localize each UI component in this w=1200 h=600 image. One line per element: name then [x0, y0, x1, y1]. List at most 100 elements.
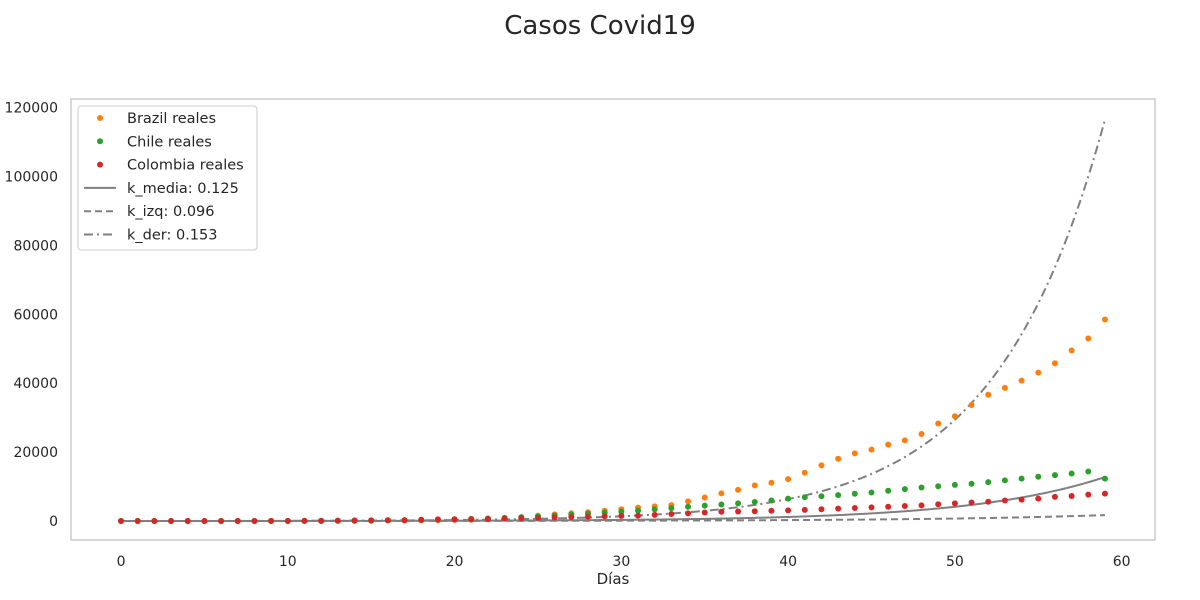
- data-point-2-5: [201, 518, 208, 525]
- data-point-2-1: [134, 518, 141, 525]
- data-point-2-4: [184, 518, 191, 525]
- data-point-0-52: [985, 391, 992, 398]
- data-point-1-46: [885, 487, 892, 494]
- data-point-1-30: [618, 508, 625, 515]
- legend-label-2: Colombia reales: [127, 158, 244, 174]
- data-point-2-29: [601, 513, 608, 520]
- x-tick-label: 10: [279, 554, 297, 570]
- data-point-2-13: [334, 517, 341, 524]
- data-point-0-39: [768, 479, 775, 486]
- data-point-2-56: [1051, 493, 1058, 500]
- data-point-1-33: [668, 505, 675, 512]
- data-point-2-28: [584, 513, 591, 520]
- data-point-2-11: [301, 517, 308, 524]
- data-point-1-39: [768, 497, 775, 504]
- data-point-0-50: [951, 413, 958, 420]
- data-point-2-19: [434, 516, 441, 523]
- data-point-1-55: [1035, 473, 1042, 480]
- data-point-0-49: [935, 420, 942, 427]
- data-point-0-43: [835, 455, 842, 462]
- data-point-0-51: [968, 402, 975, 409]
- data-point-2-24: [518, 515, 525, 522]
- data-point-2-26: [551, 514, 558, 521]
- series-line-4: [121, 514, 1106, 523]
- data-point-2-32: [651, 511, 658, 518]
- x-tick-label: 50: [946, 554, 964, 570]
- data-point-2-7: [234, 518, 241, 524]
- data-point-2-9: [268, 517, 275, 524]
- data-point-2-55: [1035, 495, 1042, 502]
- data-point-0-40: [785, 476, 792, 483]
- data-point-0-57: [1068, 347, 1075, 354]
- data-point-1-50: [951, 481, 958, 488]
- data-point-0-54: [1018, 377, 1025, 384]
- data-point-2-38: [751, 508, 758, 515]
- data-point-2-15: [368, 517, 375, 524]
- legend-label-3: k_media: 0.125: [127, 181, 239, 197]
- data-point-0-58: [1085, 335, 1092, 342]
- data-point-2-16: [384, 517, 391, 524]
- y-tick-label: 40000: [13, 376, 58, 392]
- x-tick-label: 40: [779, 554, 797, 570]
- data-point-1-32: [651, 506, 658, 513]
- data-point-1-52: [985, 479, 992, 486]
- data-point-2-50: [951, 500, 958, 507]
- data-point-2-42: [818, 506, 825, 513]
- data-point-1-59: [1101, 475, 1108, 482]
- data-point-2-31: [635, 512, 642, 519]
- legend-marker-1: [97, 138, 103, 145]
- data-point-2-3: [168, 518, 175, 525]
- data-point-0-38: [751, 482, 758, 489]
- chart-title: Casos Covid19: [504, 11, 696, 41]
- data-point-2-2: [151, 518, 158, 525]
- data-point-1-45: [868, 489, 875, 496]
- data-point-2-18: [418, 516, 425, 523]
- data-point-2-52: [985, 498, 992, 505]
- data-point-2-41: [801, 506, 808, 513]
- data-point-2-39: [768, 507, 775, 514]
- legend-marker-0: [97, 115, 103, 121]
- x-tick-label: 0: [117, 554, 126, 570]
- data-point-2-49: [935, 501, 942, 508]
- y-tick-label: 80000: [13, 238, 58, 254]
- y-tick-label: 120000: [5, 101, 58, 117]
- data-point-1-42: [818, 493, 825, 500]
- data-point-2-48: [918, 502, 925, 509]
- data-point-1-36: [718, 501, 725, 508]
- data-point-2-54: [1018, 496, 1025, 503]
- data-point-1-40: [785, 495, 792, 502]
- data-point-1-43: [835, 492, 842, 499]
- legend-label-0: Brazil reales: [127, 111, 216, 127]
- legend-label-5: k_der: 0.153: [127, 228, 217, 244]
- data-point-1-56: [1051, 472, 1058, 479]
- data-point-2-17: [401, 517, 408, 524]
- data-point-0-44: [851, 450, 858, 457]
- data-point-2-53: [1001, 497, 1008, 504]
- legend-marker-2: [97, 161, 103, 168]
- y-tick-label: 60000: [13, 307, 58, 323]
- data-point-1-57: [1068, 470, 1075, 477]
- legend-label-4: k_izq: 0.096: [127, 204, 215, 220]
- data-point-1-37: [735, 500, 742, 507]
- legend-label-1: Chile reales: [127, 134, 212, 150]
- y-tick-label: 20000: [13, 445, 58, 461]
- data-point-2-36: [718, 508, 725, 515]
- data-point-2-34: [685, 510, 692, 517]
- data-point-2-14: [351, 517, 358, 524]
- x-axis-label: Días: [597, 570, 630, 588]
- data-point-0-35: [701, 494, 708, 501]
- data-point-2-21: [468, 516, 475, 523]
- data-point-2-12: [318, 517, 325, 524]
- data-point-0-59: [1101, 316, 1108, 323]
- series-line-5: [121, 119, 1106, 522]
- data-point-0-56: [1051, 360, 1058, 367]
- x-tick-label: 20: [446, 554, 464, 570]
- y-tick-label: 0: [49, 514, 58, 530]
- data-point-1-31: [635, 507, 642, 514]
- data-point-1-34: [685, 503, 692, 510]
- x-tick-label: 60: [1113, 554, 1131, 570]
- data-point-2-0: [118, 518, 125, 525]
- data-point-2-57: [1068, 492, 1075, 499]
- data-point-1-35: [701, 502, 708, 509]
